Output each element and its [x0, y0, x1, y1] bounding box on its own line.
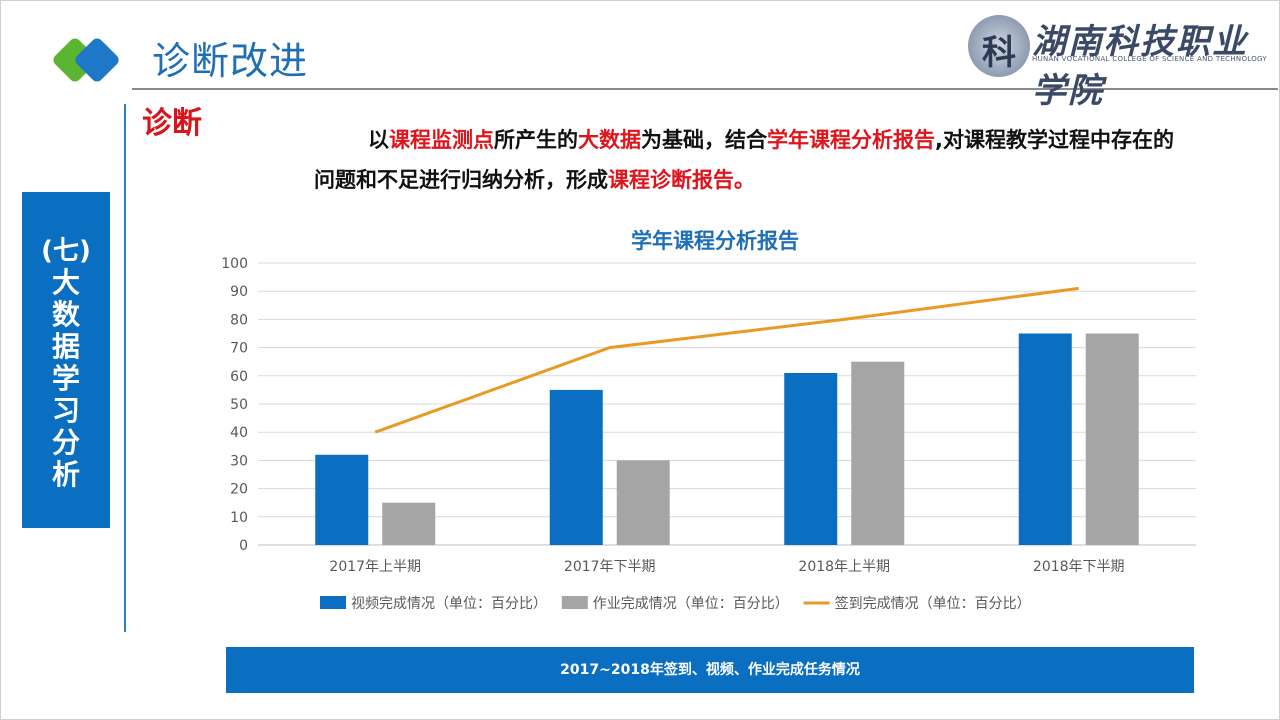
legend-label: 签到完成情况（单位：百分比）	[835, 595, 1031, 612]
bar	[549, 389, 603, 545]
school-name-english: HUNAN VOCATIONAL COLLEGE OF SCIENCE AND …	[1032, 55, 1267, 63]
y-tick-label: 50	[230, 397, 248, 413]
x-tick-label: 2018年上半期	[798, 559, 890, 575]
x-tick-label: 2017年上半期	[329, 559, 421, 575]
y-tick-label: 0	[239, 538, 248, 554]
header-divider	[132, 88, 1278, 90]
desc-text: ,对课程教学过程中存在的问题和不足进行归纳分析，形成	[314, 128, 1174, 192]
vertical-divider	[124, 104, 126, 632]
y-tick-label: 30	[230, 453, 248, 469]
y-tick-label: 10	[230, 510, 248, 526]
highlight-text: 课程诊断报告。	[608, 168, 755, 192]
y-tick-label: 100	[221, 256, 248, 272]
school-name: 湖南科技职业学院	[1032, 22, 1248, 111]
bar	[851, 361, 905, 545]
legend-swatch	[320, 596, 346, 609]
bar	[315, 454, 369, 545]
highlight-text: 大数据	[578, 128, 641, 152]
y-tick-label: 60	[230, 369, 248, 385]
y-tick-label: 20	[230, 482, 248, 498]
legend-swatch	[561, 596, 588, 609]
highlight-text: 学年课程分析报告	[767, 128, 935, 152]
diagnosis-description: 以课程监测点所产生的大数据为基础，结合学年课程分析报告,对课程教学过程中存在的问…	[314, 120, 1174, 200]
legend-label: 作业完成情况（单位：百分比）	[593, 596, 789, 612]
caption-banner: 2017~2018年签到、视频、作业完成任务情况	[226, 647, 1194, 693]
section-number: (七)	[41, 236, 91, 266]
page-title: 诊断改进	[152, 39, 309, 83]
bar	[1085, 333, 1139, 545]
desc-text: 所产生的	[494, 128, 578, 152]
bar	[382, 502, 436, 545]
bar	[784, 372, 838, 545]
x-tick-label: 2018年下半期	[1033, 559, 1125, 575]
logo-icon	[53, 38, 119, 82]
section-title: 大数据学习分析	[51, 266, 80, 491]
y-tick-label: 70	[230, 341, 248, 357]
bar	[616, 460, 670, 545]
series-line	[374, 286, 1079, 434]
desc-text: 以	[368, 128, 389, 152]
y-tick-label: 80	[230, 312, 248, 328]
section-side-panel: (七) 大数据学习分析	[22, 192, 110, 528]
highlight-text: 课程监测点	[389, 128, 494, 152]
x-tick-label: 2017年下半期	[564, 559, 656, 575]
diagnosis-label: 诊断	[142, 106, 202, 141]
school-emblem-icon: 科	[968, 15, 1030, 77]
bar	[1018, 333, 1072, 545]
y-tick-label: 40	[230, 425, 248, 441]
legend-label: 视频完成情况（单位：百分比）	[351, 596, 547, 612]
desc-text: 为基础，结合	[641, 128, 767, 152]
y-tick-label: 90	[230, 284, 248, 300]
chart-title: 学年课程分析报告	[631, 229, 799, 253]
